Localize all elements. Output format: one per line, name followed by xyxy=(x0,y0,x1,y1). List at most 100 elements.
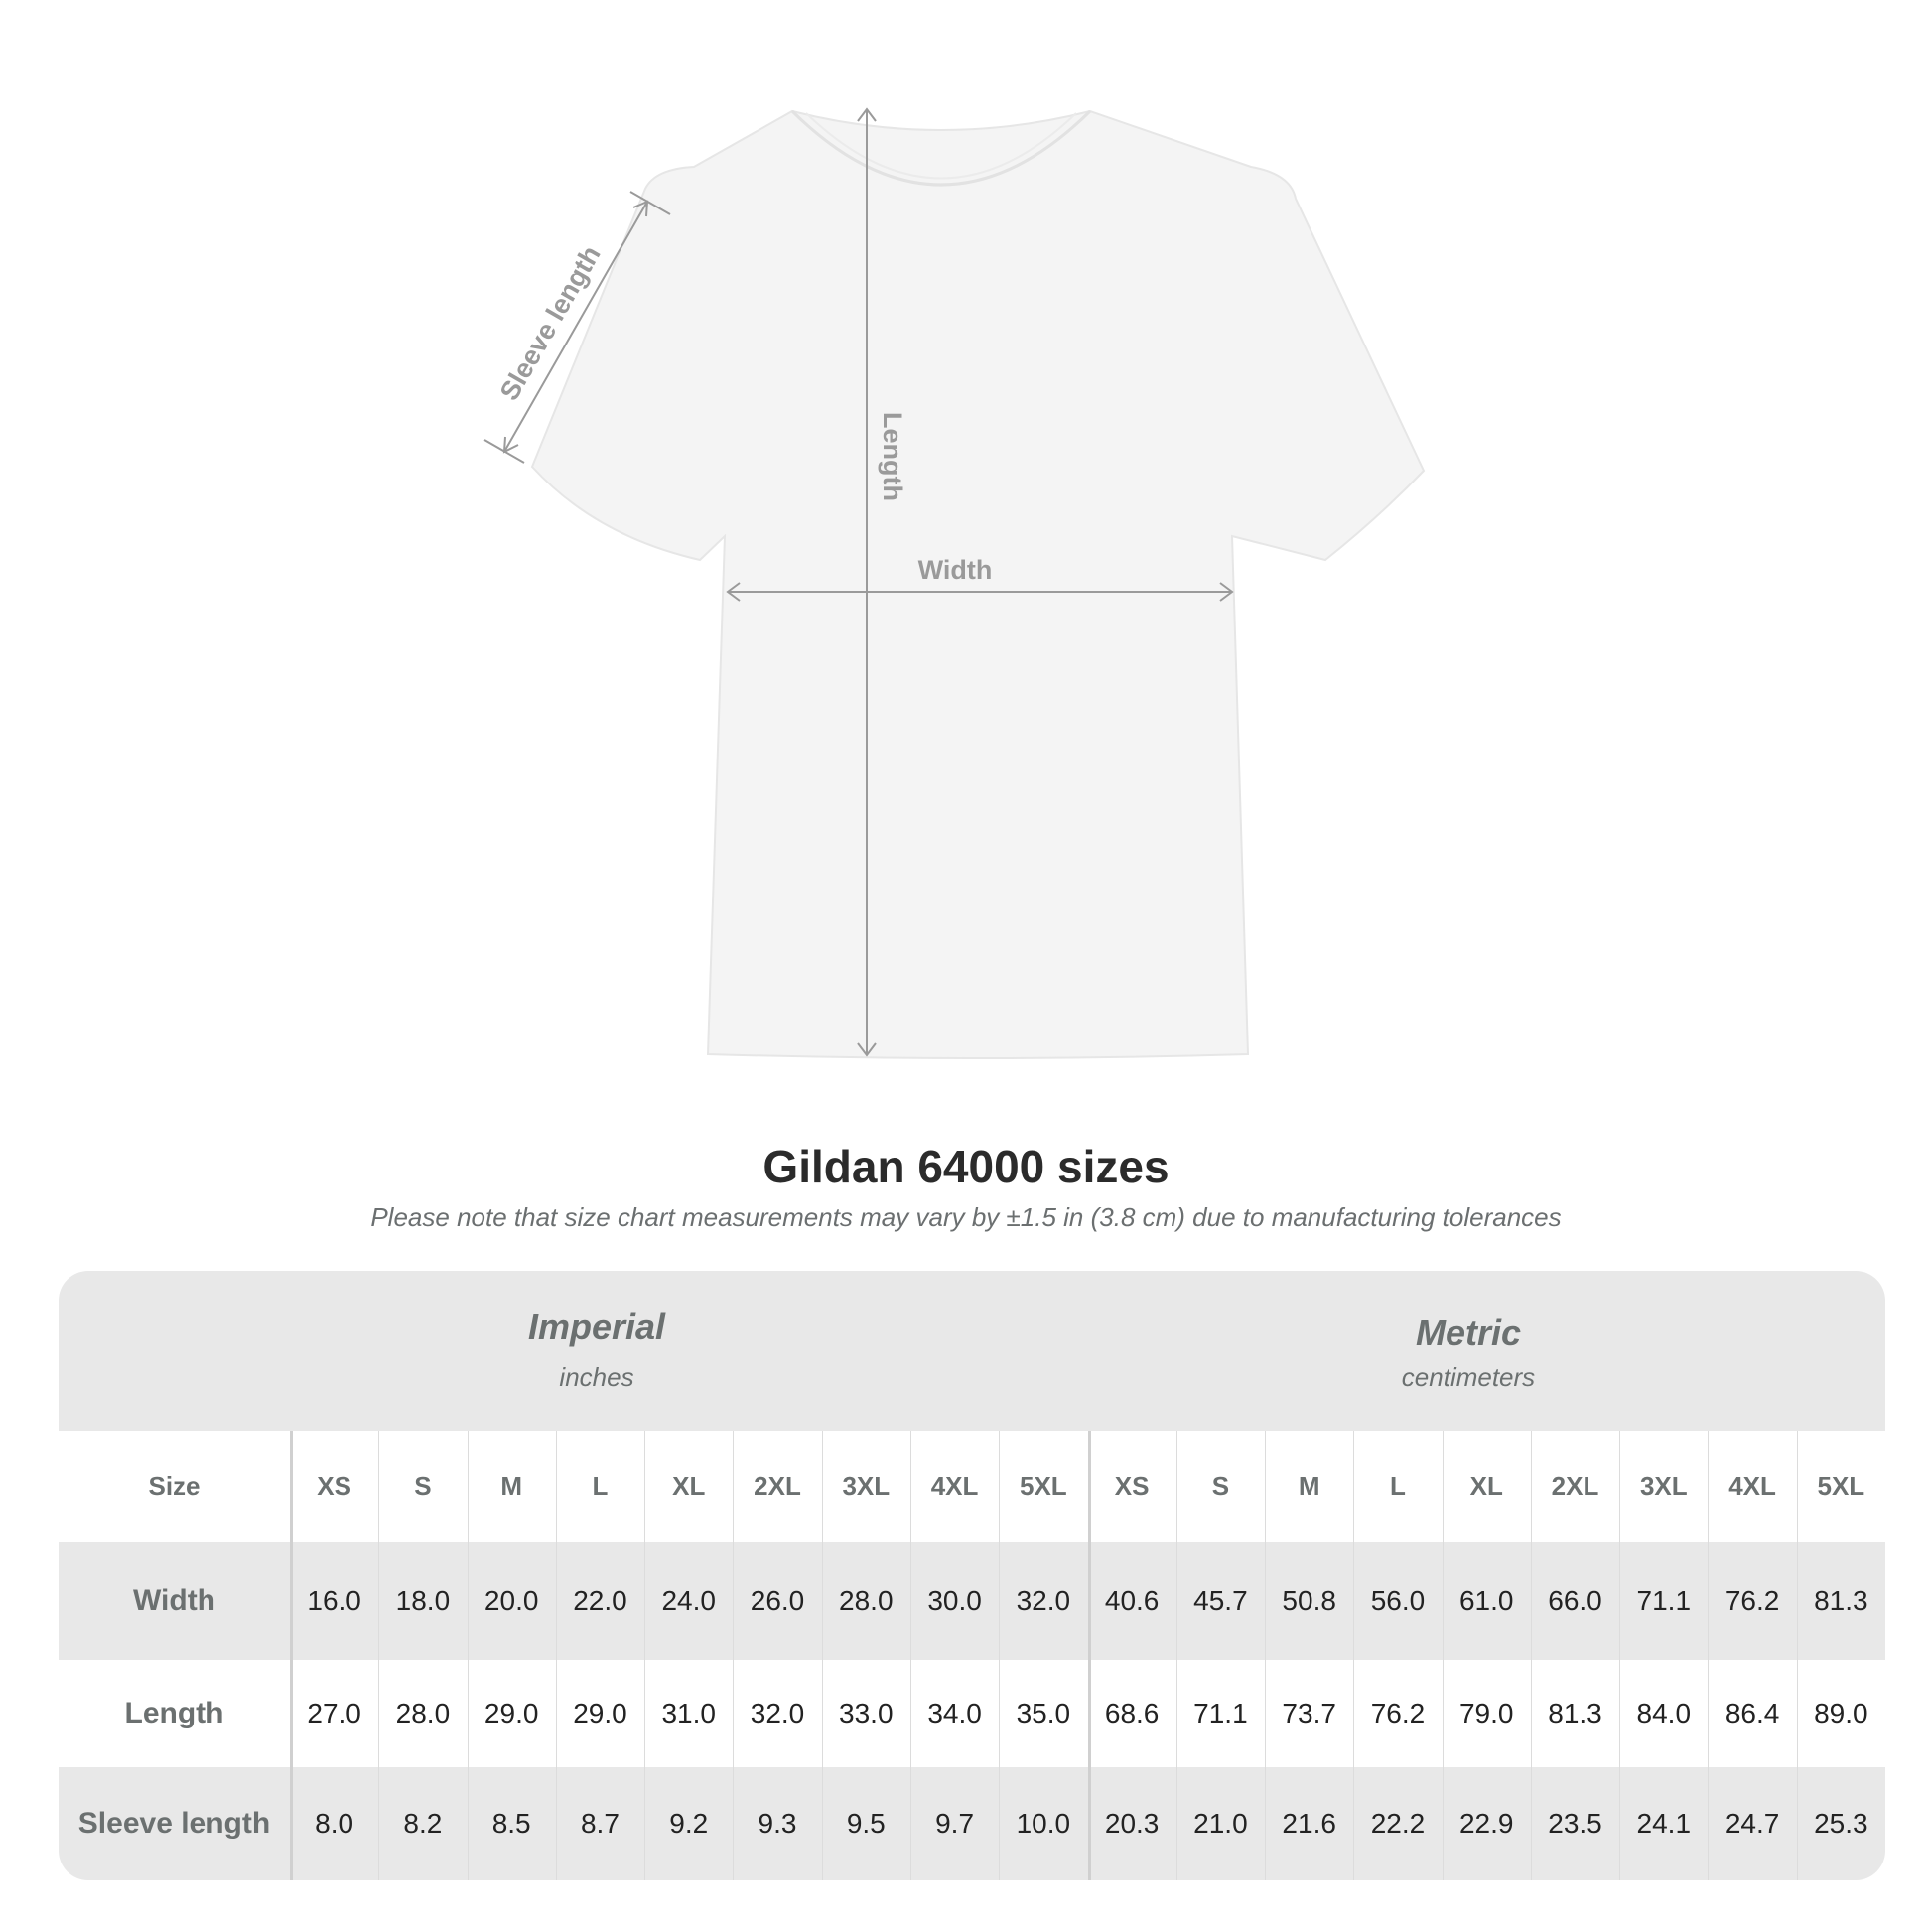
metric-value-cell: 20.3 xyxy=(1104,1808,1160,1839)
imperial-value-cell: 29.0 xyxy=(573,1698,627,1728)
column-divider xyxy=(1708,1431,1710,1880)
metric-value-cell: 89.0 xyxy=(1814,1698,1868,1728)
column-divider xyxy=(644,1431,646,1880)
column-divider xyxy=(1265,1431,1267,1880)
metric-value-cell: 21.6 xyxy=(1282,1808,1336,1839)
width-label: Width xyxy=(918,555,993,585)
imperial-value-cell: 10.0 xyxy=(1016,1808,1071,1839)
imperial-value-cell: 26.0 xyxy=(750,1585,805,1616)
imperial-value-cell: 20.0 xyxy=(483,1585,539,1616)
metric-size-header: 5XL xyxy=(1817,1470,1865,1501)
imperial-unit: inches xyxy=(559,1362,634,1392)
metric-value-cell: 76.2 xyxy=(1370,1698,1426,1728)
imperial-size-header: 2XL xyxy=(754,1470,801,1501)
imperial-value-cell: 28.0 xyxy=(395,1698,451,1728)
imperial-size-header: XS xyxy=(317,1470,351,1501)
metric-value-cell: 21.0 xyxy=(1193,1808,1248,1839)
metric-value-cell: 22.2 xyxy=(1370,1808,1426,1839)
column-divider xyxy=(1353,1431,1355,1880)
imperial-value-cell: 24.0 xyxy=(661,1585,716,1616)
column-divider xyxy=(1619,1431,1621,1880)
metric-size-header: 2XL xyxy=(1551,1470,1599,1501)
metric-value-cell: 86.4 xyxy=(1725,1698,1780,1728)
metric-value-cell: 24.1 xyxy=(1636,1808,1692,1839)
unit-header-band xyxy=(59,1271,1885,1431)
column-divider xyxy=(467,1431,469,1880)
metric-size-header: 4XL xyxy=(1728,1470,1776,1501)
metric-value-cell: 73.7 xyxy=(1282,1698,1336,1728)
metric-size-header: XL xyxy=(1469,1470,1503,1501)
tshirt-diagram: Sleeve length Length Width xyxy=(483,107,1426,1059)
metric-size-header: M xyxy=(1298,1470,1320,1501)
imperial-value-cell: 35.0 xyxy=(1016,1698,1071,1728)
column-divider xyxy=(378,1431,380,1880)
imperial-value-cell: 18.0 xyxy=(395,1585,451,1616)
size-header: Size xyxy=(148,1470,201,1501)
imperial-value-cell: 8.2 xyxy=(403,1808,443,1839)
imperial-value-cell: 34.0 xyxy=(927,1698,982,1728)
size-table: Imperial inches Metric centimeters Size X… xyxy=(59,1271,1885,1880)
metric-value-cell: 84.0 xyxy=(1636,1698,1692,1728)
imperial-size-header: 4XL xyxy=(930,1470,979,1501)
column-divider xyxy=(1796,1431,1798,1880)
imperial-value-cell: 9.3 xyxy=(758,1808,797,1839)
sleeve-arrow xyxy=(503,201,648,453)
column-divider xyxy=(1087,1431,1091,1880)
row-label: Length xyxy=(124,1697,224,1729)
column-divider xyxy=(1530,1431,1532,1880)
metric-value-cell: 56.0 xyxy=(1370,1585,1426,1616)
imperial-value-cell: 8.5 xyxy=(491,1808,531,1839)
metric-value-cell: 25.3 xyxy=(1814,1808,1868,1839)
imperial-header: Imperial inches xyxy=(398,1307,795,1393)
tshirt-image xyxy=(530,109,1426,1059)
length-label: Length xyxy=(878,412,907,501)
imperial-value-cell: 28.0 xyxy=(839,1585,894,1616)
metric-size-header: S xyxy=(1211,1470,1230,1501)
imperial-value-cell: 31.0 xyxy=(661,1698,716,1728)
metric-value-cell: 68.6 xyxy=(1104,1698,1160,1728)
metric-value-cell: 40.6 xyxy=(1104,1585,1160,1616)
column-divider xyxy=(733,1431,735,1880)
tolerance-note: Please note that size chart measurements… xyxy=(370,1202,1562,1232)
imperial-value-cell: 29.0 xyxy=(483,1698,539,1728)
imperial-value-cell: 33.0 xyxy=(839,1698,894,1728)
imperial-value-cell: 8.7 xyxy=(580,1808,620,1839)
metric-size-header: L xyxy=(1390,1470,1406,1501)
metric-value-cell: 23.5 xyxy=(1548,1808,1602,1839)
column-divider xyxy=(555,1431,557,1880)
row-band xyxy=(59,1542,1885,1660)
imperial-value-cell: 16.0 xyxy=(307,1585,361,1616)
metric-value-cell: 22.9 xyxy=(1458,1808,1514,1839)
metric-value-cell: 50.8 xyxy=(1282,1585,1336,1616)
imperial-size-header: L xyxy=(592,1470,609,1501)
metric-value-cell: 71.1 xyxy=(1193,1698,1248,1728)
imperial-size-header: 3XL xyxy=(842,1470,891,1501)
metric-value-cell: 24.7 xyxy=(1725,1808,1780,1839)
column-divider xyxy=(1175,1431,1177,1880)
metric-value-cell: 66.0 xyxy=(1548,1585,1602,1616)
metric-value-cell: 76.2 xyxy=(1725,1585,1780,1616)
imperial-value-cell: 9.2 xyxy=(669,1808,709,1839)
column-divider xyxy=(999,1431,1001,1880)
column-divider xyxy=(1442,1431,1444,1880)
column-divider xyxy=(290,1431,293,1880)
metric-title: Metric xyxy=(1415,1312,1522,1353)
metric-value-cell: 71.1 xyxy=(1636,1585,1692,1616)
metric-value-cell: 81.3 xyxy=(1548,1698,1602,1728)
metric-size-header: 3XL xyxy=(1639,1470,1688,1501)
imperial-size-header: M xyxy=(500,1470,523,1501)
imperial-value-cell: 32.0 xyxy=(750,1698,805,1728)
page-title: Gildan 64000 sizes xyxy=(762,1141,1170,1192)
imperial-value-cell: 30.0 xyxy=(927,1585,982,1616)
imperial-title: Imperial xyxy=(527,1307,666,1347)
metric-value-cell: 81.3 xyxy=(1814,1585,1868,1616)
column-divider xyxy=(821,1431,823,1880)
column-divider xyxy=(909,1431,911,1880)
imperial-size-header: XL xyxy=(672,1470,706,1501)
imperial-value-cell: 22.0 xyxy=(573,1585,627,1616)
imperial-value-cell: 9.7 xyxy=(935,1808,975,1839)
imperial-value-cell: 8.0 xyxy=(315,1808,354,1839)
tshirt-collar xyxy=(790,109,1092,187)
imperial-value-cell: 9.5 xyxy=(846,1808,886,1839)
imperial-value-cell: 27.0 xyxy=(307,1698,361,1728)
